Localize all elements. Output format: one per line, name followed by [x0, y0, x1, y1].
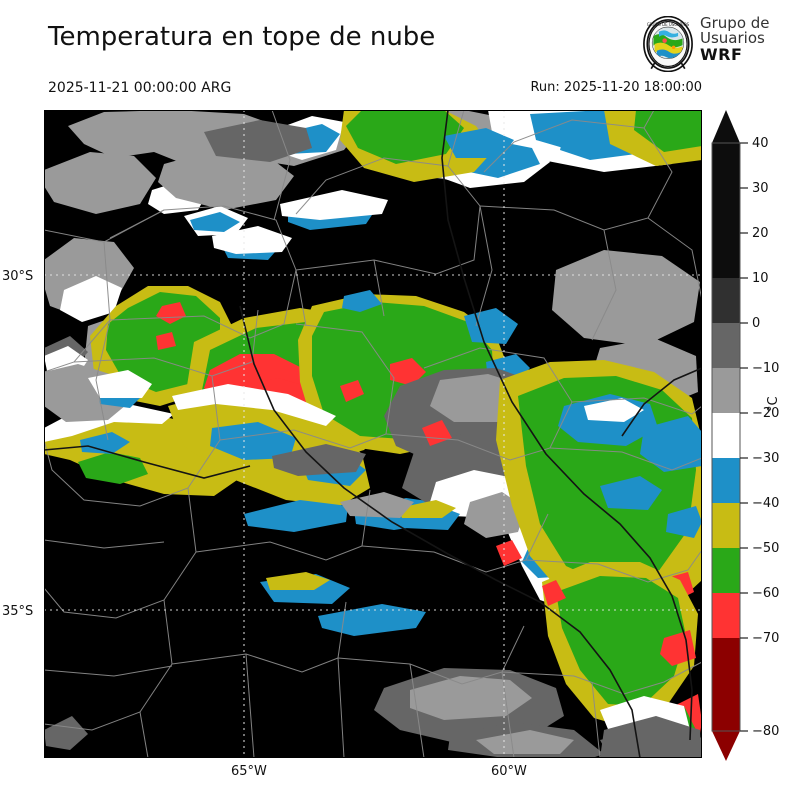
- colorbar-tick-label-m80: −80: [752, 724, 780, 739]
- colorbar-tick-label-10: 10: [752, 271, 769, 286]
- colorbar-tick-label-30: 30: [752, 181, 769, 196]
- temp-band-minus70-to-minus60: [156, 302, 186, 324]
- colorbar[interactable]: 40 30 20 10 0 −10 −20 −30 −40 −50 −60 −7…: [705, 106, 800, 761]
- temp-band-minus60-to-minus50: [78, 452, 148, 484]
- temp-band-minus30-to-minus20: [584, 398, 644, 422]
- temp-band-minus40-to-minus30: [464, 308, 518, 344]
- temp-band-minus60-to-minus50: [556, 576, 686, 706]
- colorbar-unit-label: °C: [766, 396, 781, 412]
- temp-band-minus40-to-minus30: [666, 506, 702, 538]
- lon-tick-label-65w: 65°W: [231, 764, 267, 779]
- temp-band-minus60-to-minus50: [634, 110, 702, 152]
- colorbar-tick-label-m70: −70: [752, 631, 780, 646]
- colorbar-band-m40-m30: [712, 458, 740, 503]
- temp-band-minus40-to-minus30: [210, 422, 296, 460]
- colorbar-outline: [711, 142, 741, 732]
- temp-band-minus20-to-minus10: [464, 492, 526, 538]
- temp-band-minus70-to-minus60: [156, 332, 176, 350]
- colorbar-band-10-45b: [712, 188, 740, 233]
- map-canvas[interactable]: [44, 110, 702, 758]
- temp-band-minus20-to-minus10: [552, 250, 700, 346]
- cloud-top-temperature-field: [44, 110, 702, 758]
- logo-text-block: Grupo de Usuarios WRF: [700, 14, 770, 64]
- lon-tick-label-60w: 60°W: [491, 764, 527, 779]
- colorbar-tick-label-40: 40: [752, 136, 769, 151]
- colorbar-band-m50-m40: [712, 503, 740, 548]
- colorbar-band-10-45c: [712, 233, 740, 278]
- lat-tick-label-35s: 35°S: [2, 604, 34, 619]
- temp-band-minus50-to-minus40: [266, 572, 330, 590]
- temp-band-minus70-to-minus60: [660, 630, 696, 666]
- temp-band-minus30-to-minus20: [88, 370, 152, 398]
- temp-band-minus20-to-minus10: [272, 444, 366, 476]
- temp-band-minus40-to-minus30: [640, 416, 702, 472]
- colorbar-band-below-m70: [712, 638, 740, 731]
- province-boundaries: [44, 110, 702, 758]
- logo-line-1: Grupo de: [700, 14, 770, 32]
- temp-band-minus20-to-minus10: [44, 152, 156, 214]
- colorbar-band-10-45: [712, 143, 740, 188]
- colorbar-tick-label-m40: −40: [752, 496, 780, 511]
- colorbar-band-m10-0: [712, 323, 740, 368]
- wrf-globe-emblem-icon: GRUPO DE USUARIOS: [643, 16, 693, 72]
- temp-band-minus70-to-minus60: [422, 420, 452, 446]
- colorbar-band-m20-m10: [712, 368, 740, 413]
- temp-band-minus30-to-minus20: [172, 384, 336, 426]
- temp-band-minus70-to-minus60: [542, 580, 566, 606]
- colorbar-tick-label-m50: −50: [752, 541, 780, 556]
- temp-band-minus20-to-minus10: [410, 676, 532, 720]
- temp-band-minus40-to-minus30: [600, 476, 662, 510]
- temp-band-minus50-to-minus40: [398, 500, 456, 518]
- colorbar-band-m70-m60: [712, 593, 740, 638]
- temp-band-minus20-to-minus10: [158, 150, 294, 210]
- wrf-user-group-logo: GRUPO DE USUARIOS Grupo de Usuarios WRF: [640, 14, 792, 76]
- temp-band-minus30-to-minus20: [212, 226, 292, 254]
- colorbar-ticks: [740, 142, 748, 732]
- temp-band-minus20-to-minus10: [204, 120, 312, 162]
- temp-band-minus40-to-minus30: [244, 500, 348, 532]
- temp-band-minus20-to-minus10: [600, 724, 702, 758]
- temp-band-minus20-to-minus10: [44, 716, 88, 750]
- colorbar-tick-label-m20: −20: [752, 406, 780, 421]
- colorbar-band-0-10: [712, 278, 740, 323]
- colorbar-extend-max-arrow: [712, 110, 740, 143]
- country-borders: [44, 110, 702, 758]
- temp-band-minus70-to-minus60: [496, 540, 522, 566]
- colorbar-extend-min-arrow: [712, 731, 740, 761]
- colorbar-tick-label-m60: −60: [752, 586, 780, 601]
- temp-band-minus40-to-minus30: [190, 212, 240, 232]
- temp-band-minus60-to-minus50: [346, 110, 464, 164]
- colorbar-tick-label-m30: −30: [752, 451, 780, 466]
- temp-band-minus30-to-minus20: [60, 276, 122, 322]
- temp-band-minus70-to-minus60: [340, 380, 364, 402]
- logo-line-2: Usuarios: [700, 29, 765, 48]
- temp-band-minus30-to-minus20: [280, 190, 388, 220]
- logo-line-3: WRF: [700, 44, 743, 64]
- colorbar-tick-label-0: 0: [752, 316, 761, 331]
- temp-band-minus40-to-minus30: [342, 290, 382, 312]
- temp-band-minus40-to-minus30: [444, 128, 514, 158]
- temp-band-minus70-to-minus60: [390, 358, 426, 386]
- map-frame: [44, 110, 702, 758]
- colorbar-band-m30-m20: [712, 413, 740, 458]
- graticule: [44, 110, 702, 758]
- temp-band-minus40-to-minus30: [80, 432, 130, 454]
- colorbar-tick-label-20: 20: [752, 226, 769, 241]
- lat-tick-label-30s: 30°S: [2, 269, 34, 284]
- svg-text:GRUPO DE USUARIOS: GRUPO DE USUARIOS: [647, 22, 690, 27]
- run-time-label: Run: 2025-11-20 18:00:00: [530, 80, 702, 95]
- colorbar-tick-label-m10: −10: [752, 361, 780, 376]
- colorbar-svg: [711, 110, 748, 761]
- valid-time-label: 2025-11-21 00:00:00 ARG: [48, 80, 232, 96]
- temp-band-minus20-to-minus10: [476, 730, 574, 754]
- colorbar-band-m60-m50: [712, 548, 740, 593]
- map-svg: [44, 110, 702, 758]
- page-title: Temperatura en tope de nube: [48, 22, 436, 52]
